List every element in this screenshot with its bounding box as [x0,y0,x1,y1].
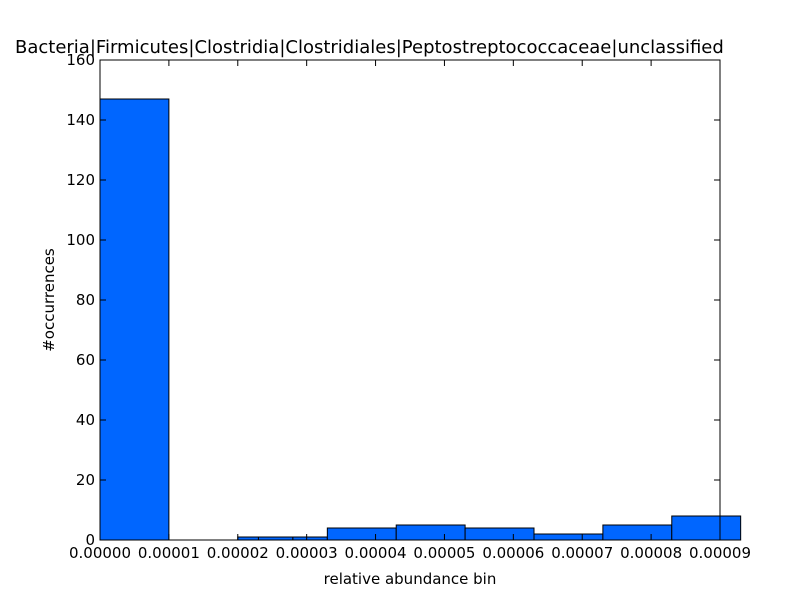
x-tick-label: 0.00004 [345,544,407,562]
y-tick-label: 120 [66,171,95,189]
x-tick-label: 0.00005 [413,544,475,562]
x-tick-label: 0.00007 [551,544,613,562]
histogram-bar-6 [395,524,466,541]
x-tick-label: 0.00006 [482,544,544,562]
x-axis-label: relative abundance bin [324,570,497,588]
plot-frame [99,59,721,541]
x-tick-label: 0.00009 [689,544,751,562]
histogram-bar-10 [671,515,742,541]
x-tick-label: 0.00000 [69,544,131,562]
histogram-bar-9 [602,524,673,541]
bars-layer [99,98,742,541]
y-tick-label: 40 [76,411,95,429]
y-axis-label: #occurrences [40,248,58,352]
histogram-bar-5 [326,527,397,541]
histogram-bar-7 [464,527,535,541]
histogram-bar-0 [99,98,170,541]
y-tick-label: 20 [76,471,95,489]
y-tick-label: 140 [66,111,95,129]
x-tick-label: 0.00002 [207,544,269,562]
y-tick-label: 60 [76,351,95,369]
y-tick-label: 100 [66,231,95,249]
y-tick-label: 0 [85,531,95,549]
y-tick-label: 80 [76,291,95,309]
ticks-layer: 0.00000 0.00001 0.00002 0.00003 0.00004 0.000… [66,51,751,562]
chart-title: Bacteria|Firmicutes|Clostridia|Clostridi… [15,37,724,58]
x-tick-label: 0.00003 [276,544,338,562]
x-tick-label: 0.00001 [138,544,200,562]
x-tick-label: 0.00008 [620,544,682,562]
y-tick-label: 160 [66,51,95,69]
histogram-bar-8 [533,533,604,541]
